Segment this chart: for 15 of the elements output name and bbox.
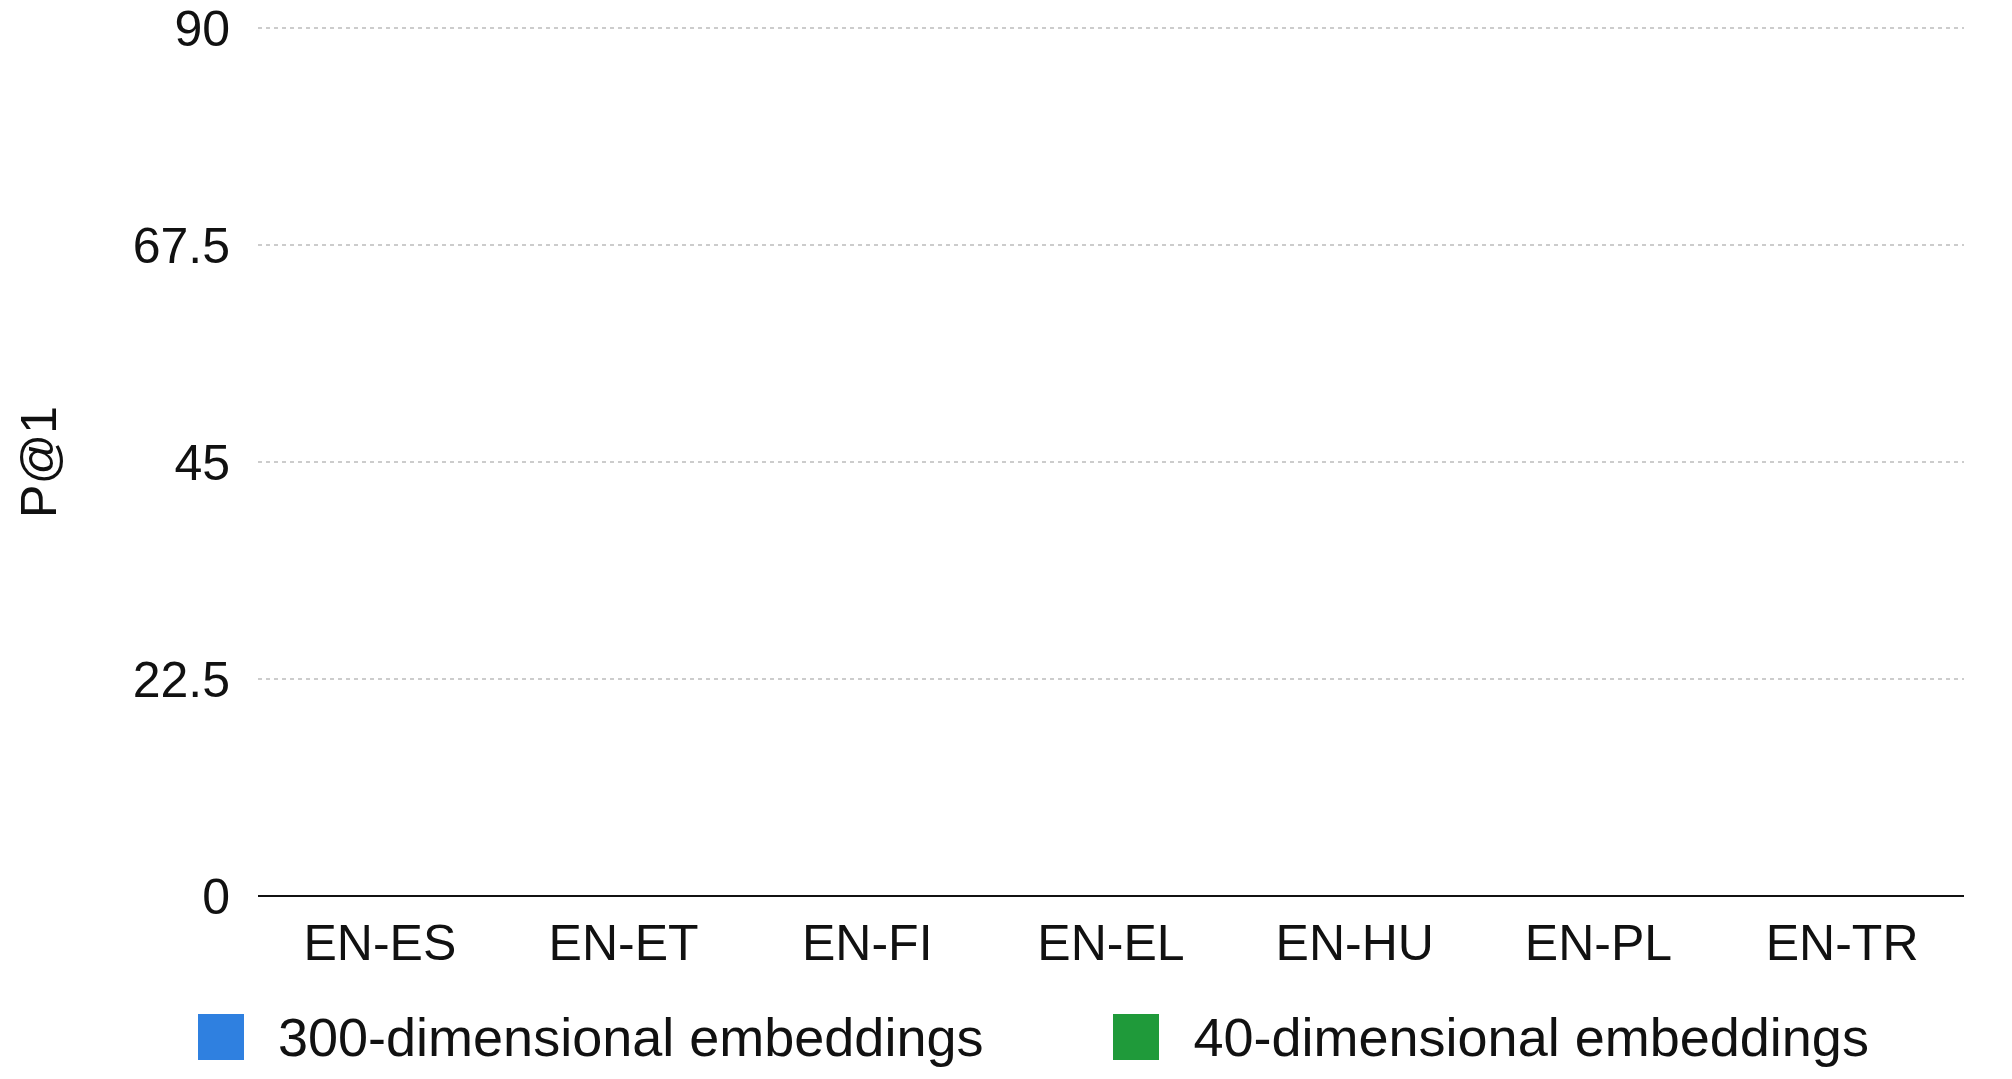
- x-tick-label: EN-HU: [1275, 914, 1434, 971]
- x-tick-label: EN-EL: [1037, 914, 1185, 971]
- y-tick-label: 90: [174, 0, 230, 57]
- y-tick-label: 67.5: [132, 217, 230, 274]
- x-tick-label: EN-TR: [1765, 914, 1919, 971]
- y-tick-label: 45: [174, 434, 230, 491]
- x-tick-label: EN-FI: [802, 914, 933, 971]
- legend-label: 40-dimensional embeddings: [1193, 1006, 1869, 1068]
- x-tick-label: EN-PL: [1524, 914, 1673, 971]
- y-tick-label: 22.5: [132, 651, 230, 708]
- x-tick-label: EN-ET: [548, 914, 699, 971]
- y-axis-title: P@1: [10, 406, 67, 518]
- y-tick-label: 0: [202, 868, 230, 925]
- legend-label: 300-dimensional embeddings: [278, 1006, 984, 1068]
- x-tick-label: EN-ES: [303, 914, 457, 971]
